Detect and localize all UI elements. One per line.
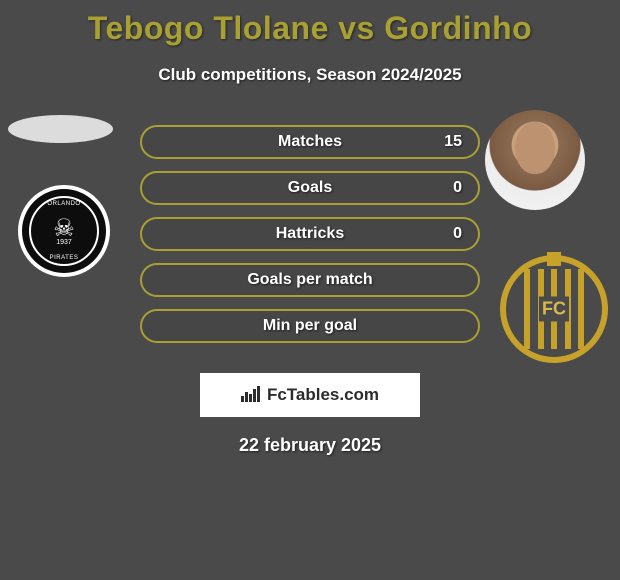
badge-bottom-text: PIRATES: [50, 255, 79, 261]
badge-center-text: FC: [539, 297, 569, 322]
chart-bars-icon: [241, 386, 261, 405]
stat-bars: Matches 15 Goals 0 Hattricks 0 Goals per…: [140, 125, 480, 355]
stat-label: Hattricks: [276, 225, 344, 243]
avatar-placeholder-left: [8, 115, 113, 143]
badge-notch-icon: [547, 252, 561, 266]
club-badge-left: ORLANDO ☠ 1937 PIRATES: [18, 185, 118, 285]
stat-bar-min-per-goal: Min per goal: [140, 309, 480, 343]
player-right-avatar: [485, 110, 590, 215]
stat-label: Min per goal: [263, 317, 357, 335]
stat-label: Matches: [278, 133, 342, 151]
avatar: [485, 110, 585, 210]
date-label: 22 february 2025: [0, 435, 620, 456]
page-title: Tebogo Tlolane vs Gordinho: [0, 0, 620, 47]
badge-inner: ORLANDO ☠ 1937 PIRATES: [29, 196, 99, 266]
comparison-card: Tebogo Tlolane vs Gordinho Club competit…: [0, 0, 620, 580]
badge-top-text: ORLANDO: [47, 201, 80, 207]
avatar-face: [515, 122, 555, 174]
stat-bar-goals: Goals 0: [140, 171, 480, 205]
stats-area: ORLANDO ☠ 1937 PIRATES: [0, 125, 620, 355]
stat-label: Goals per match: [247, 271, 372, 289]
stripe-icon: [524, 269, 530, 349]
stat-value: 15: [444, 133, 462, 151]
stripe-icon: [578, 269, 584, 349]
skull-crossbones-icon: ☠: [53, 217, 75, 241]
stat-value: 0: [453, 225, 462, 243]
stat-label: Goals: [288, 179, 332, 197]
club-badge-right: FC: [500, 255, 608, 363]
stat-bar-hattricks: Hattricks 0: [140, 217, 480, 251]
brand-text: FcTables.com: [267, 385, 379, 405]
brand-badge[interactable]: FcTables.com: [200, 373, 420, 417]
stat-value: 0: [453, 179, 462, 197]
stat-bar-matches: Matches 15: [140, 125, 480, 159]
stat-bar-goals-per-match: Goals per match: [140, 263, 480, 297]
player-left-avatar: [8, 115, 113, 165]
badge-year: 1937: [56, 239, 72, 246]
subtitle: Club competitions, Season 2024/2025: [0, 65, 620, 85]
orlando-pirates-badge: ORLANDO ☠ 1937 PIRATES: [18, 185, 110, 277]
fc-badge: FC: [500, 255, 608, 363]
